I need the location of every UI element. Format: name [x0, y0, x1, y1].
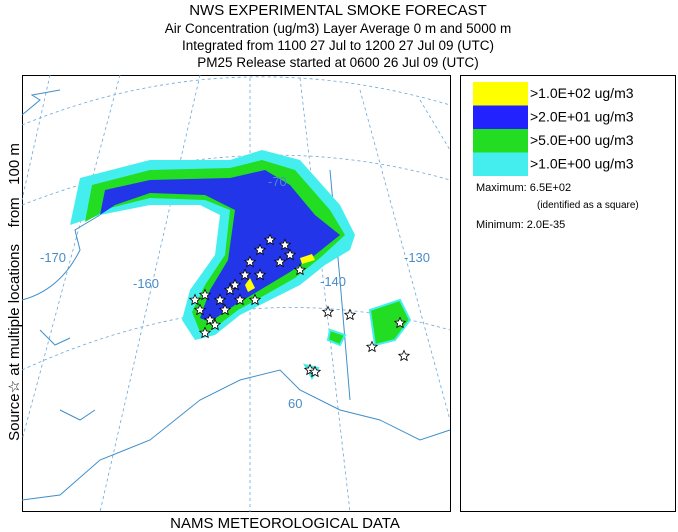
- legend-swatch: [473, 105, 528, 129]
- legend-label: >1.0E+02 ug/m3: [530, 85, 634, 101]
- legend-label: >5.0E+00 ug/m3: [530, 132, 634, 148]
- source-star: [278, 238, 292, 251]
- source-star: [308, 365, 322, 378]
- source-star: [397, 349, 411, 362]
- source-star: [233, 293, 247, 306]
- source-star: [293, 263, 307, 276]
- source-star: [273, 255, 287, 268]
- source-star: [253, 268, 267, 281]
- source-star: [188, 293, 202, 306]
- source-star: [248, 293, 262, 306]
- source-star: [365, 340, 379, 353]
- map-label: -170: [40, 250, 66, 265]
- source-star: [283, 248, 297, 261]
- title: NWS EXPERIMENTAL SMOKE FORECAST: [189, 2, 487, 19]
- plume-yellow: [245, 254, 315, 292]
- source-stars: [188, 233, 411, 378]
- source-star: [263, 233, 277, 246]
- legend: >1.0E+02 ug/m3 >2.0E+01 ug/m3 >5.0E+00 ug/…: [473, 82, 634, 176]
- header-line: Integrated from 1100 27 Jul to 1200 27 J…: [182, 38, 494, 53]
- source-star: [393, 316, 407, 329]
- source-star: [218, 303, 232, 316]
- legend-swatch: [473, 82, 528, 106]
- source-star: [253, 243, 267, 256]
- source-star: [213, 293, 227, 306]
- source-star: [203, 313, 217, 326]
- footer: NAMS METEOROLOGICAL DATA: [170, 515, 400, 532]
- legend-label: >2.0E+01 ug/m3: [530, 109, 634, 125]
- maximum: Maximum: 6.5E+02: [476, 182, 571, 194]
- source-star: [321, 305, 335, 318]
- plume-blue: [100, 170, 340, 322]
- map-labels: -170 -160 -140 -130 -70 60: [40, 174, 430, 411]
- header-line: PM25 Release started at 0600 26 Jul 09 (…: [197, 55, 478, 70]
- map-label: -140: [320, 274, 346, 289]
- map: [21, 74, 451, 513]
- legend-swatch: [473, 152, 528, 176]
- minimum: Minimum: 2.0E-35: [476, 219, 565, 231]
- source-star: [238, 268, 252, 281]
- map-label: -130: [404, 250, 430, 265]
- source-star: [198, 288, 212, 301]
- maximum-note: (identified as a square): [537, 200, 639, 211]
- side-label: Source☆ at multiple locations from 100 m: [6, 143, 23, 441]
- map-label: 60: [288, 396, 302, 411]
- source-star: [198, 326, 212, 339]
- header-line: Air Concentration (ug/m3) Layer Average …: [165, 21, 511, 36]
- source-star: [343, 308, 357, 321]
- legend-label: >1.0E+00 ug/m3: [530, 156, 634, 172]
- map-label: -160: [133, 276, 159, 291]
- map-label: -70: [268, 174, 287, 189]
- legend-swatch: [473, 129, 528, 153]
- source-star: [193, 303, 207, 316]
- source-star: [208, 318, 222, 331]
- source-star: [243, 255, 257, 268]
- source-star: [228, 278, 242, 291]
